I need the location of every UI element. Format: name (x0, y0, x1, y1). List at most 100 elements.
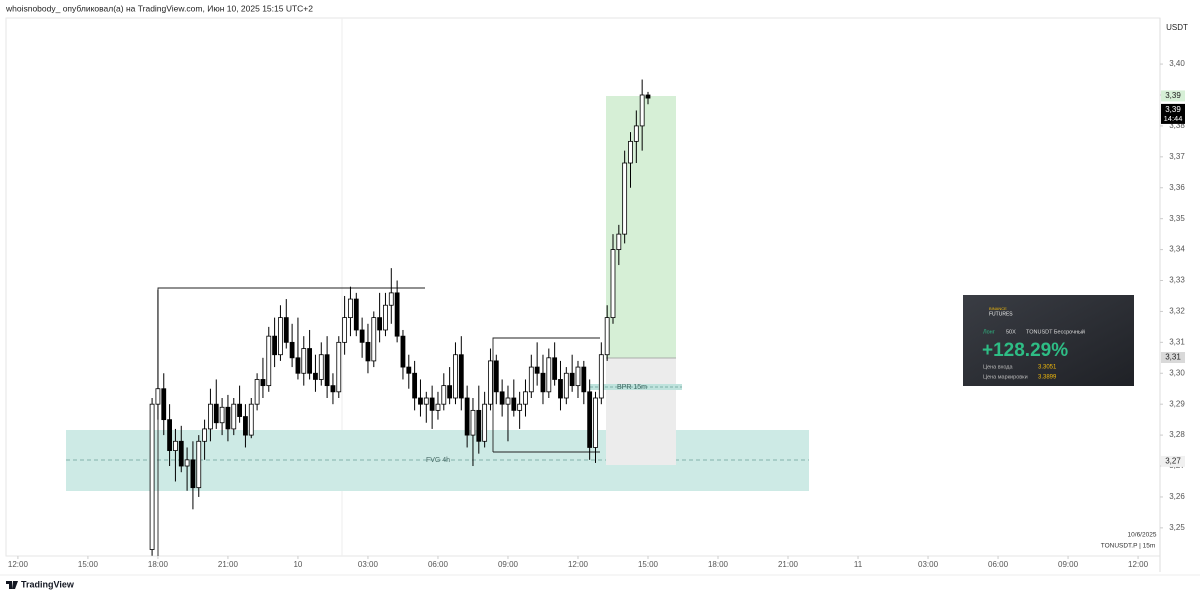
candle-body (219, 406, 225, 424)
candle-body (412, 372, 418, 399)
x-tick-label: 11 (854, 560, 863, 569)
candle-body (505, 397, 511, 405)
candle-body (482, 403, 488, 442)
pnl-card: BINANCE FUTURES Лонг 50X TONUSDT Бессроч… (963, 295, 1134, 386)
candle-body (534, 366, 540, 374)
y-tick-label: 3,36 (1169, 183, 1185, 192)
candle-body (610, 249, 616, 319)
candle-body (213, 403, 219, 424)
card-bg (963, 295, 1134, 386)
candle-body (155, 388, 161, 405)
logo-text[interactable]: TradingView (21, 579, 75, 589)
y-tick-label: 3,33 (1169, 276, 1185, 285)
range-box (492, 337, 600, 453)
candle-body (289, 341, 295, 359)
candle-body (330, 385, 336, 393)
candle-body (295, 357, 301, 374)
candle-body (639, 94, 645, 127)
candle-body (458, 354, 464, 399)
candle-body (371, 317, 377, 362)
range-box (157, 287, 425, 556)
candle-body (488, 360, 493, 405)
axis-unit: USDT (1166, 23, 1188, 32)
candle-body (149, 403, 155, 550)
candle-body (523, 391, 528, 405)
candle-body (406, 366, 412, 374)
price-tag (1161, 103, 1185, 124)
candle-body (348, 298, 353, 319)
candle-body (353, 298, 359, 331)
candle-body (453, 354, 458, 399)
candle-body (336, 341, 342, 393)
logo-icon (6, 581, 18, 589)
candle-body (563, 372, 569, 399)
candle-body (272, 335, 278, 356)
candle-body (429, 397, 435, 411)
candle-body (441, 385, 447, 405)
price-tag (1161, 351, 1185, 363)
candle-body (517, 403, 523, 411)
card-entry-label: Цена входа (983, 364, 1014, 370)
candle-body (575, 366, 581, 387)
card-mark-label: Цена маркировки (983, 374, 1028, 380)
byline: whoisnobody_ опубликовал(а) на TradingVi… (5, 3, 313, 13)
candle-body (318, 354, 324, 380)
candle-body (569, 372, 575, 387)
card-mark: 3.3899 (1038, 375, 1057, 381)
candle-body (388, 292, 394, 306)
candle-body (581, 366, 587, 393)
candle-body (628, 140, 633, 164)
card-side: Лонг (983, 329, 995, 335)
price-tag-label: 3,39 (1165, 105, 1181, 114)
y-tick-label: 3,25 (1169, 523, 1185, 532)
price-tag-label: 3,27 (1165, 456, 1181, 465)
price-tag (1161, 90, 1185, 102)
card-brand: BINANCE (989, 306, 1007, 311)
candle-body (178, 440, 184, 467)
candle-body (301, 348, 307, 374)
x-tick-label: 21:00 (218, 560, 239, 569)
candles (149, 79, 651, 556)
profit-zone (606, 96, 676, 358)
candle-body (476, 409, 482, 442)
price-tag-label: 3,31 (1165, 353, 1181, 362)
candle-body (307, 348, 313, 374)
fvg-zone (66, 430, 809, 491)
candle-body (266, 335, 272, 387)
candle-body (208, 403, 213, 430)
candle-body (540, 372, 546, 393)
x-tick-label: 10 (293, 560, 302, 569)
candle-body (184, 459, 190, 467)
watermark-symbol: TONUSDT.P | 15m (1101, 543, 1156, 550)
candle-body (528, 366, 534, 393)
x-tick-label: 15:00 (78, 560, 99, 569)
candle-body (167, 419, 172, 451)
x-tick-label: 09:00 (498, 560, 519, 569)
candle-body (283, 317, 289, 343)
stop-zone (606, 358, 676, 465)
candle-body (196, 440, 202, 489)
y-tick-label: 3,28 (1169, 430, 1185, 439)
candle-body (394, 292, 400, 337)
candle-body (161, 388, 167, 421)
candle-body (546, 357, 552, 393)
bpr-label: BPR 15m (617, 384, 647, 391)
candle-body (231, 403, 237, 430)
price-tag-label: 3,39 (1165, 91, 1181, 100)
x-tick-label: 18:00 (708, 560, 729, 569)
y-tick-label: 3,35 (1169, 214, 1185, 223)
candle-body (173, 440, 178, 451)
x-tick-label: 18:00 (148, 560, 169, 569)
watermark-date: 10/6/2025 (1128, 532, 1157, 539)
x-tick-label: 12:00 (8, 560, 29, 569)
x-tick-label: 21:00 (778, 560, 799, 569)
y-tick-label: 3,31 (1169, 337, 1185, 346)
candle-body (418, 397, 423, 405)
candle-body (190, 459, 196, 489)
candle-body (598, 354, 604, 399)
x-tick-label: 06:00 (988, 560, 1009, 569)
candle-body (400, 335, 406, 368)
x-tick-label: 09:00 (1058, 560, 1079, 569)
x-tick-label: 03:00 (358, 560, 379, 569)
